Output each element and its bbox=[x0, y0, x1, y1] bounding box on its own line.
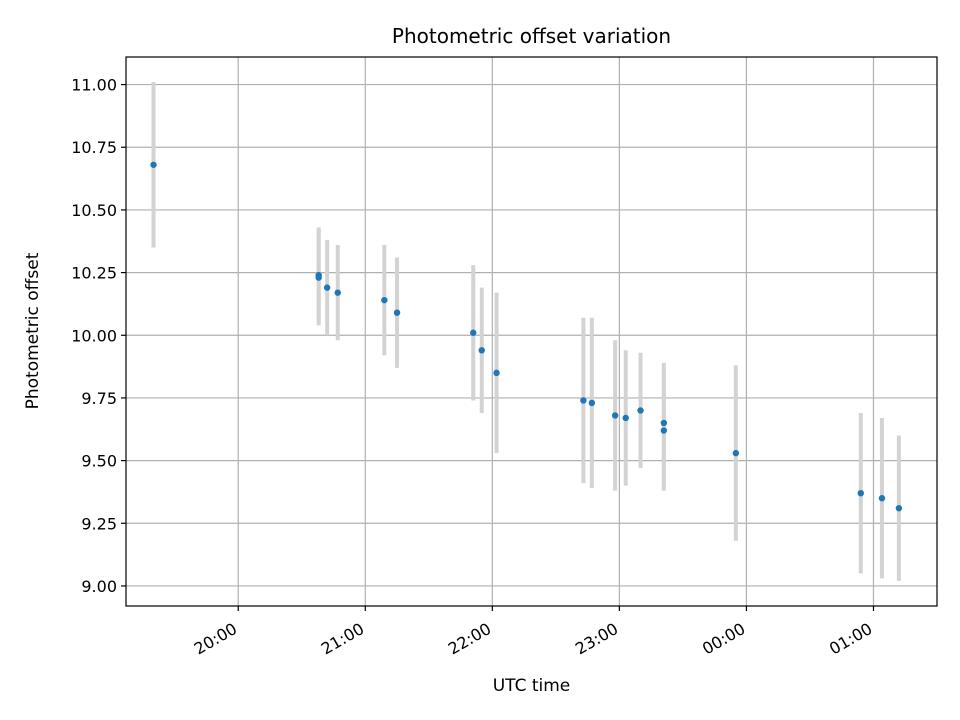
data-point bbox=[150, 161, 157, 168]
data-point bbox=[878, 495, 886, 502]
data-point bbox=[660, 427, 668, 434]
data-point bbox=[637, 407, 644, 414]
data-point bbox=[622, 414, 629, 422]
plot-frame bbox=[125, 56, 938, 607]
data-point bbox=[857, 489, 864, 497]
data-points bbox=[150, 161, 903, 512]
grid bbox=[126, 57, 937, 606]
y-tick-label: 11.00 bbox=[71, 76, 117, 95]
data-point bbox=[315, 274, 322, 281]
y-tick-label: 9.50 bbox=[81, 452, 117, 471]
y-tick-label: 10.25 bbox=[71, 264, 117, 283]
data-point bbox=[660, 419, 668, 427]
x-axis-label: UTC time bbox=[493, 676, 571, 696]
data-point bbox=[334, 289, 341, 296]
y-axis-label: Photometric offset bbox=[23, 252, 43, 409]
data-point bbox=[470, 329, 477, 336]
y-tick-label: 9.75 bbox=[81, 389, 117, 408]
y-tick-label: 10.50 bbox=[71, 201, 117, 220]
data-point bbox=[381, 296, 388, 304]
y-tick-label: 9.25 bbox=[81, 514, 117, 533]
data-point bbox=[478, 347, 485, 354]
y-tick-label: 9.00 bbox=[81, 577, 117, 596]
data-point bbox=[611, 412, 619, 419]
y-tick-label: 10.00 bbox=[71, 326, 117, 345]
data-point bbox=[588, 399, 596, 407]
data-point bbox=[732, 449, 740, 457]
data-point bbox=[580, 397, 587, 404]
y-tick-label: 10.75 bbox=[71, 138, 117, 157]
chart-title: Photometric offset variation bbox=[392, 24, 671, 48]
data-point bbox=[895, 505, 903, 512]
data-point bbox=[393, 309, 401, 316]
data-point bbox=[323, 284, 331, 291]
data-point bbox=[493, 369, 500, 377]
